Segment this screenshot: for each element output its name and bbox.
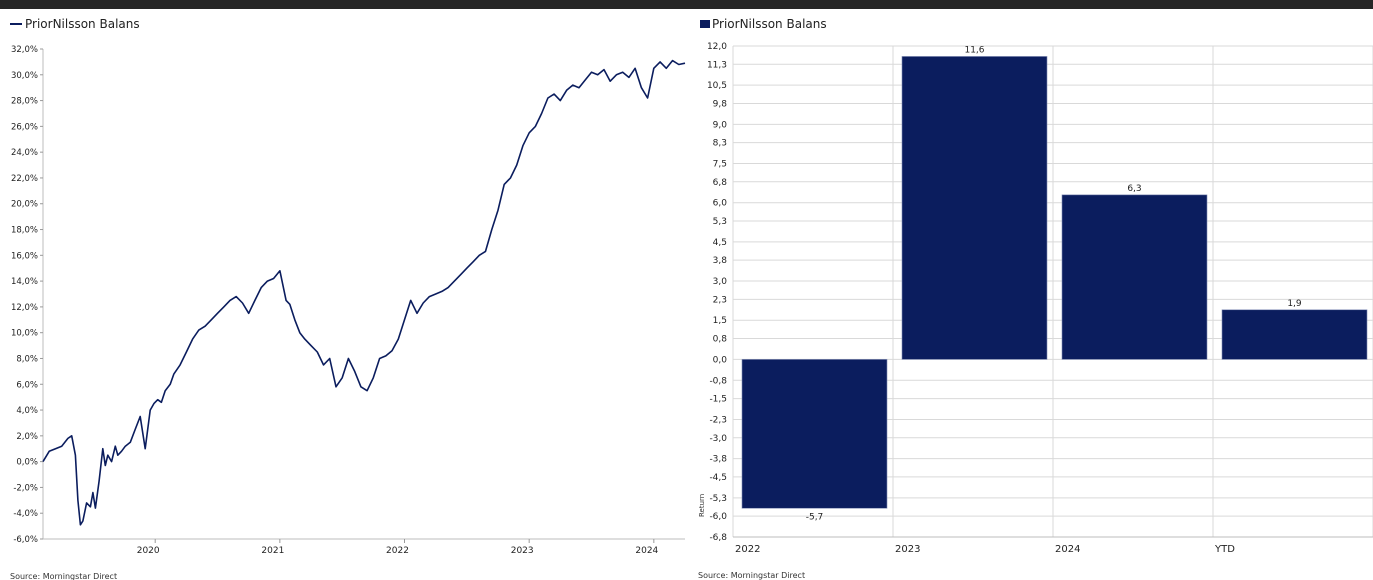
line-x-axis: 2020 2021 2022 2023 2024 [43, 538, 685, 556]
line-y-tick-label: -2,0% [13, 483, 38, 493]
bar-y-tick-label: 6,0 [713, 199, 728, 209]
line-y-tick-label: 16,0% [11, 251, 38, 261]
bar-y-tick-label: 5,3 [713, 217, 727, 227]
line-y-tick-label: 4,0% [16, 406, 38, 416]
bar-legend: PriorNilsson Balans [700, 17, 827, 31]
bar-y-tick-label: 6,8 [713, 178, 728, 188]
bar-2022 [741, 359, 888, 509]
bar-y-tick-label: -4,5 [709, 473, 727, 483]
line-y-tick-label: -6,0% [13, 535, 38, 545]
bar-y-tick-label: -6,8 [709, 533, 727, 543]
line-y-tick-label: 32,0% [11, 45, 38, 55]
bar-series-group [741, 56, 1368, 509]
line-x-tick-label: 2021 [261, 546, 284, 556]
bar-legend-swatch [700, 20, 710, 28]
line-y-tick-label: 0,0% [16, 458, 38, 468]
bar-x-tick-label: YTD [1214, 544, 1235, 555]
bar-y-tick-label: -3,8 [709, 455, 727, 465]
line-y-tick-label: -4,0% [13, 509, 38, 519]
bar-y-tick-label: 3,8 [713, 256, 728, 266]
line-legend: PriorNilsson Balans [10, 17, 140, 31]
line-legend-label: PriorNilsson Balans [25, 17, 140, 31]
bar-y-tick-label: 7,5 [713, 160, 727, 170]
line-y-tick-label: 10,0% [11, 329, 38, 339]
bar-y-tick-label: -6,0 [709, 512, 727, 522]
bar-x-tick-label: 2024 [1055, 544, 1080, 555]
bar-legend-label: PriorNilsson Balans [712, 17, 827, 31]
bar-data-label: 1,9 [1287, 299, 1302, 309]
line-y-tick-label: 18,0% [11, 226, 38, 236]
bar-chart: PriorNilsson Balans 12,0 11,3 10,5 9,8 9,0 8,… [698, 17, 1373, 580]
bar-y-tick-label: 1,5 [713, 316, 727, 326]
bar-y-tick-label: 4,5 [713, 238, 727, 248]
line-y-tick-label: 28,0% [11, 97, 38, 107]
bar-data-labels: -5,7 11,6 6,3 1,9 [806, 45, 1302, 522]
bar-y-tick-label: 2,3 [713, 295, 727, 305]
line-y-tick-label: 26,0% [11, 122, 38, 132]
bar-data-label: 11,6 [964, 45, 984, 55]
bar-data-label: 6,3 [1127, 184, 1141, 194]
bar-x-axis: 2022 2023 2024 YTD [735, 544, 1235, 555]
bar-y-tick-label: -2,3 [709, 415, 727, 425]
bar-2024 [1061, 194, 1208, 360]
bar-ytd [1221, 309, 1368, 360]
bar-y-tick-label: 0,8 [713, 335, 728, 345]
top-bar [0, 0, 1373, 9]
bar-x-tick-label: 2022 [735, 544, 760, 555]
line-x-tick-label: 2024 [635, 546, 658, 556]
bar-source-text: Source: Morningstar Direct [698, 571, 805, 580]
line-y-tick-label: 24,0% [11, 148, 38, 158]
bar-y-tick-label: 9,8 [713, 99, 728, 109]
line-y-tick-label: 20,0% [11, 200, 38, 210]
bar-y-tick-label: 12,0 [707, 42, 727, 52]
bar-y-tick-label: 11,3 [707, 60, 727, 70]
bar-y-axis: 12,0 11,3 10,5 9,8 9,0 8,3 7,5 6,8 6,0 5,3 4,5 3,8 3… [707, 42, 727, 543]
bar-y-tick-label: 3,0 [713, 277, 728, 287]
line-y-axis: 32,0% 30,0% 28,0% 26,0% 24,0% 22,0% 20,0% 18,0%… [11, 45, 44, 545]
bar-y-tick-label: -3,0 [709, 434, 727, 444]
bar-y-tick-label: 0,0 [713, 355, 728, 365]
bar-y-tick-label: 10,5 [707, 81, 727, 91]
line-y-tick-label: 22,0% [11, 174, 38, 184]
line-y-tick-label: 2,0% [16, 432, 38, 442]
bar-y-axis-title: Return [698, 494, 706, 517]
bar-data-label: -5,7 [806, 512, 824, 522]
line-y-tick-label: 12,0% [11, 303, 38, 313]
line-x-tick-label: 2020 [137, 546, 160, 556]
line-chart: PriorNilsson Balans 32,0% 30,0% 28,0% 26,0%… [10, 17, 686, 580]
bar-y-tick-label: -1,5 [709, 395, 727, 405]
line-x-tick-label: 2023 [511, 546, 534, 556]
line-series-path [42, 59, 686, 526]
line-x-tick-label: 2022 [386, 546, 409, 556]
bar-y-tick-label: 9,0 [713, 120, 728, 130]
bar-y-tick-label: -5,3 [709, 494, 727, 504]
bar-2023 [901, 56, 1048, 360]
line-y-tick-label: 8,0% [16, 354, 38, 364]
line-series-group [42, 59, 686, 526]
line-y-tick-label: 30,0% [11, 71, 38, 81]
bar-y-tick-label: -0,8 [709, 376, 727, 386]
line-y-tick-label: 6,0% [16, 380, 38, 390]
bar-x-tick-label: 2023 [895, 544, 920, 555]
line-y-tick-label: 14,0% [11, 277, 38, 287]
bar-y-tick-label: 8,3 [713, 139, 727, 149]
line-source-text: Source: Morningstar Direct [10, 572, 117, 580]
